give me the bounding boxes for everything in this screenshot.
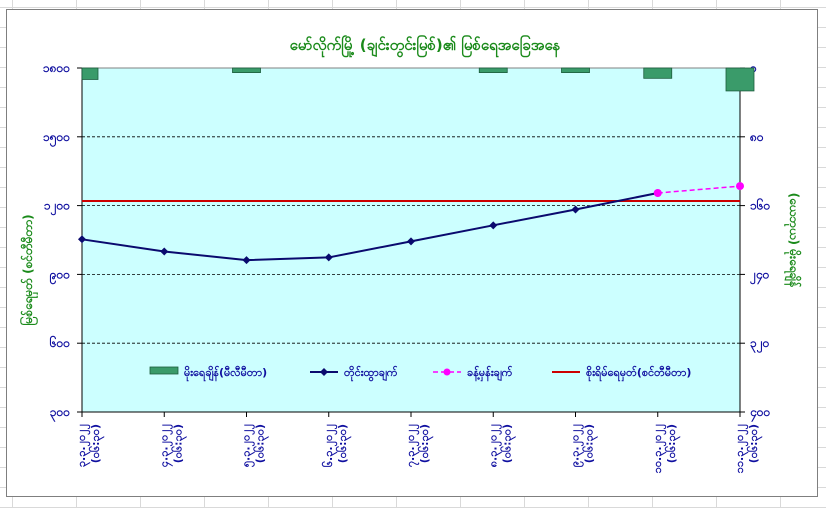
legend-marker-observed: [320, 368, 328, 376]
y-left-tick-label: ၁၅၀၀: [43, 130, 70, 148]
x-tick-label: ၉.၃.၂၀၂၂(၀၆:၃၀): [569, 423, 599, 467]
observed-point: [489, 221, 498, 230]
observed-point: [324, 253, 333, 262]
x-tick-label: ၁၀.၃.၂၀၂၂(၀၆:၃၀): [651, 423, 681, 473]
observed-point: [78, 235, 86, 244]
y-right-tick-label: ၃၂၀: [750, 336, 770, 354]
x-tick-label: ၄.၃.၂၀၂၂(၀၆:၃၀): [157, 423, 187, 467]
legend-swatch-rain: [149, 366, 179, 375]
observed-point: [407, 237, 415, 246]
observed-point: [242, 256, 251, 265]
y-right-tick-label: ၁၆၀: [750, 197, 771, 213]
rain-bar: [725, 67, 755, 92]
observed-point: [160, 247, 169, 256]
x-tick-label: ၁၁.၃.၂၀၂၂(၀၆:၃၀): [733, 423, 763, 473]
x-tick-label: ၇.၃.၂၀၂၂(၀၆:၃၀): [404, 423, 434, 467]
legend-label: တိုင်းထွာချက်: [344, 365, 398, 382]
rain-bar: [232, 67, 261, 73]
observed-line: [81, 192, 658, 262]
y-right-tick-label: ၂၄၀: [749, 267, 770, 285]
forecast-line: [657, 185, 741, 194]
rain-bar: [478, 67, 508, 73]
rain-bar: [561, 67, 590, 73]
y-left-tick-label: ၆၀၀: [49, 334, 71, 350]
x-tick-label: ၆.၃.၂၀၂၂(၀၆:၃၀): [322, 423, 352, 467]
legend-label: ခန့်မှန်းချက်: [467, 365, 513, 382]
y-right-tick-label: ၄၀၀: [749, 405, 771, 423]
forecast-point: [736, 182, 744, 191]
y-left-tick-label: ၁၂၀၀: [44, 199, 70, 217]
x-tick-label: ၃.၃.၂၀၂၂(၀၆:၃၀): [75, 423, 105, 467]
legend-label: စိုးရိမ်ရေမှတ်(စင်တီမီတာ): [586, 365, 691, 382]
y-axis-left-title: မြစ်ရေမှတ် (စင်တီမီတာ): [18, 214, 39, 325]
y-axis-right-title: (ယေဘုယ) မိုးရေချိန်: [783, 193, 803, 288]
observed-point: [571, 205, 580, 214]
rain-bar: [643, 67, 673, 79]
rain-bar: [81, 67, 99, 80]
legend-label: မိုးရေချိန်(မီလီမီတာ): [184, 365, 267, 382]
y-left-tick-label: ၃၀၀: [50, 405, 71, 423]
x-tick-label: ၅.၃.၂၀၂၂(၀၆:၃၀): [240, 423, 270, 467]
legend-marker-forecast: [443, 368, 451, 376]
chart-title: မော်လိုက်မြို့ (ချင်းတွင်းမြစ်)၏ မြစ်ရေအ…: [290, 34, 561, 58]
y-left-tick-label: ၉၀၀: [49, 267, 71, 285]
y-right-tick-label: ၈၀: [749, 130, 764, 144]
forecast-point: [653, 188, 662, 197]
x-tick-label: ၈.၃.၂၀၂၂(၀၆:၃၀): [486, 423, 516, 467]
y-left-tick-label: ၁၈၀၀: [43, 61, 70, 75]
